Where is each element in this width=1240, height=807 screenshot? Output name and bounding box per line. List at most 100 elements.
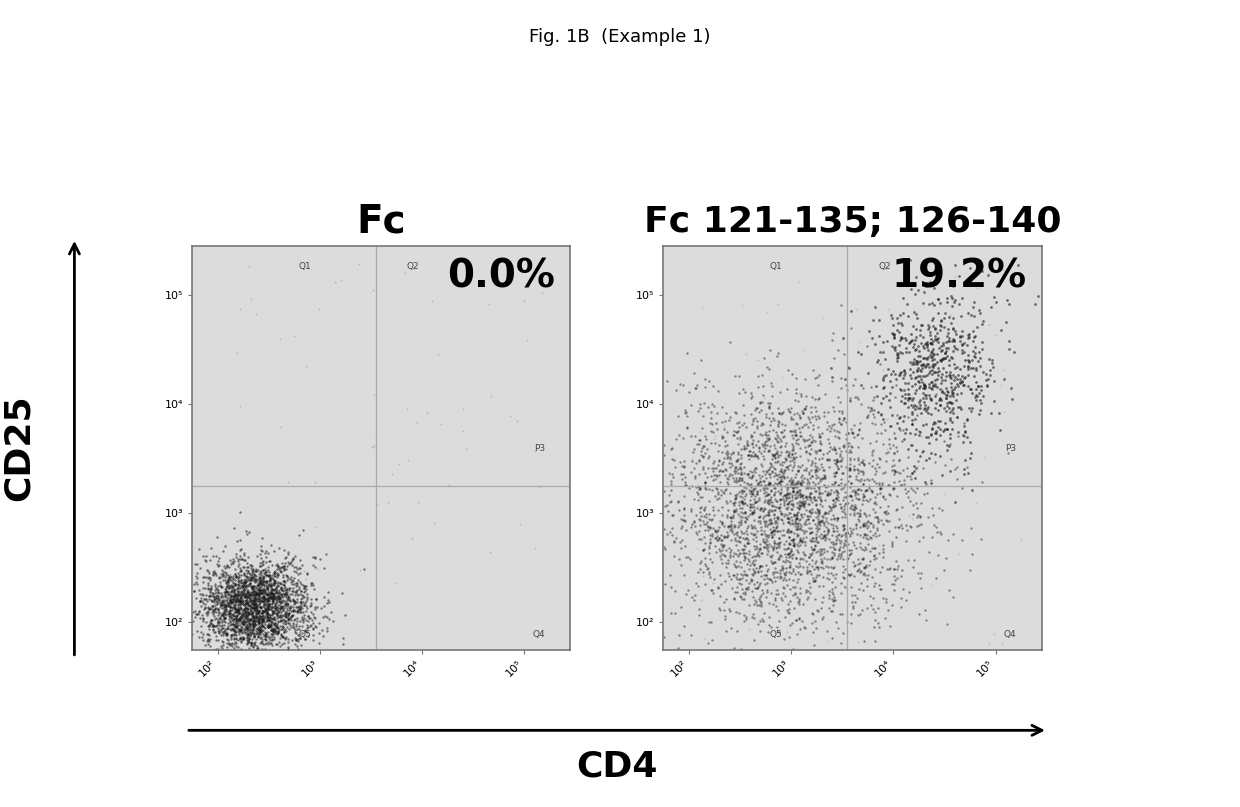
Point (879, 487, 899, 500)
Point (848, 336, 868, 349)
Point (841, 490, 861, 503)
Point (732, 593, 751, 606)
Point (717, 449, 737, 462)
Point (216, 571, 236, 584)
Point (238, 607, 258, 620)
Point (255, 625, 275, 638)
Point (724, 498, 744, 511)
Point (243, 580, 263, 593)
Point (808, 410, 828, 423)
Point (928, 356, 947, 369)
Point (728, 625, 748, 638)
Point (684, 381, 704, 394)
Point (816, 480, 836, 493)
Point (878, 500, 898, 512)
Point (748, 381, 768, 394)
Point (325, 275, 345, 288)
Point (894, 365, 914, 378)
Point (247, 607, 267, 620)
Point (779, 598, 799, 611)
Point (786, 476, 806, 489)
Point (743, 437, 763, 450)
Point (244, 629, 264, 642)
Point (281, 611, 301, 624)
Point (794, 500, 813, 513)
Point (228, 626, 248, 639)
Point (861, 484, 880, 497)
Point (832, 608, 852, 621)
Point (267, 612, 286, 625)
Point (779, 448, 799, 461)
Point (794, 526, 813, 539)
Point (827, 424, 847, 437)
Point (921, 476, 941, 489)
Point (884, 328, 904, 341)
Point (957, 360, 977, 373)
Point (797, 476, 817, 489)
Point (203, 622, 223, 635)
Point (259, 568, 279, 581)
Point (769, 406, 789, 419)
Point (255, 546, 275, 559)
Point (841, 544, 861, 557)
Point (262, 591, 281, 604)
Point (895, 483, 915, 495)
Point (919, 451, 939, 464)
Point (944, 321, 963, 334)
Point (737, 434, 756, 447)
Point (725, 504, 745, 517)
Point (234, 561, 254, 574)
Point (781, 437, 801, 450)
Point (262, 587, 281, 600)
Point (811, 437, 831, 449)
Point (827, 454, 847, 467)
Point (386, 576, 405, 589)
Point (800, 477, 820, 490)
Point (786, 429, 806, 441)
Point (854, 518, 874, 531)
Point (880, 420, 900, 433)
Point (303, 578, 322, 591)
Point (666, 532, 686, 545)
Point (216, 594, 236, 607)
Point (796, 490, 816, 503)
Point (274, 575, 294, 587)
Point (221, 624, 241, 637)
Point (197, 605, 217, 618)
Point (924, 366, 944, 378)
Point (712, 533, 732, 546)
Point (742, 499, 761, 512)
Point (198, 590, 218, 603)
Point (241, 588, 260, 601)
Point (233, 618, 253, 631)
Point (213, 570, 233, 583)
Point (770, 470, 790, 483)
Point (212, 581, 232, 594)
Point (200, 601, 219, 614)
Point (228, 567, 248, 580)
Point (270, 640, 290, 653)
Point (653, 523, 673, 536)
Point (833, 519, 853, 532)
Point (243, 582, 263, 595)
Point (238, 623, 258, 636)
Point (234, 579, 254, 592)
Point (858, 601, 878, 614)
Point (839, 454, 859, 466)
Point (744, 463, 764, 476)
Point (733, 531, 753, 544)
Point (790, 539, 810, 552)
Point (239, 620, 259, 633)
Point (906, 481, 926, 494)
Point (795, 402, 815, 415)
Point (758, 571, 777, 584)
Point (246, 603, 265, 616)
Point (704, 433, 724, 445)
Point (808, 504, 828, 517)
Point (309, 617, 329, 630)
Point (831, 636, 851, 649)
Point (683, 445, 703, 458)
Point (191, 592, 211, 605)
Point (257, 637, 277, 650)
Point (250, 539, 270, 552)
